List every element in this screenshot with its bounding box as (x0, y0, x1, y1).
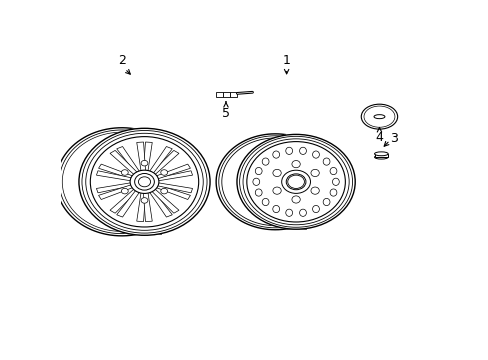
Polygon shape (110, 150, 137, 175)
Polygon shape (157, 171, 192, 181)
Polygon shape (156, 185, 190, 199)
Polygon shape (151, 189, 179, 213)
Ellipse shape (323, 198, 329, 206)
Ellipse shape (272, 206, 279, 213)
Bar (223, 92, 229, 97)
Ellipse shape (237, 134, 354, 230)
Ellipse shape (329, 167, 336, 175)
Text: 3: 3 (389, 131, 397, 144)
Ellipse shape (255, 167, 262, 175)
Polygon shape (137, 142, 145, 171)
Polygon shape (99, 185, 133, 199)
Bar (230, 92, 237, 97)
Polygon shape (157, 183, 192, 193)
Ellipse shape (323, 158, 329, 165)
Ellipse shape (90, 136, 198, 227)
Ellipse shape (287, 175, 304, 188)
Polygon shape (99, 164, 133, 179)
Polygon shape (96, 183, 132, 193)
Ellipse shape (285, 147, 292, 154)
Polygon shape (151, 150, 179, 175)
Ellipse shape (272, 187, 281, 194)
Polygon shape (149, 147, 172, 173)
Polygon shape (117, 147, 140, 173)
Ellipse shape (310, 169, 319, 176)
Bar (215, 92, 222, 97)
Text: 5: 5 (222, 107, 229, 120)
Ellipse shape (141, 198, 147, 203)
Ellipse shape (246, 141, 345, 222)
Polygon shape (117, 190, 140, 217)
Ellipse shape (272, 169, 281, 176)
Ellipse shape (262, 158, 268, 165)
Text: 4: 4 (375, 131, 383, 144)
Ellipse shape (291, 196, 300, 203)
Text: 2: 2 (118, 54, 125, 67)
Ellipse shape (285, 209, 292, 216)
Ellipse shape (299, 209, 306, 216)
Ellipse shape (141, 161, 147, 166)
Ellipse shape (332, 178, 339, 185)
Ellipse shape (310, 187, 319, 194)
Polygon shape (143, 142, 152, 171)
Ellipse shape (252, 178, 259, 185)
Polygon shape (143, 193, 152, 222)
Ellipse shape (262, 198, 268, 206)
Ellipse shape (291, 161, 300, 168)
Ellipse shape (374, 152, 387, 156)
Ellipse shape (312, 206, 319, 213)
Polygon shape (156, 164, 190, 179)
Ellipse shape (361, 104, 397, 129)
Ellipse shape (312, 151, 319, 158)
Ellipse shape (79, 128, 210, 236)
Text: 1: 1 (282, 54, 290, 67)
Polygon shape (149, 190, 172, 217)
Ellipse shape (161, 170, 167, 175)
Polygon shape (110, 189, 137, 213)
Ellipse shape (299, 147, 306, 154)
Ellipse shape (272, 151, 279, 158)
Ellipse shape (121, 170, 128, 175)
Ellipse shape (374, 155, 387, 159)
Ellipse shape (255, 189, 262, 196)
Polygon shape (137, 193, 145, 222)
Ellipse shape (161, 188, 167, 194)
Bar (374, 154, 387, 157)
Ellipse shape (329, 189, 336, 196)
Polygon shape (96, 171, 132, 181)
Ellipse shape (121, 188, 128, 194)
Ellipse shape (130, 170, 159, 193)
